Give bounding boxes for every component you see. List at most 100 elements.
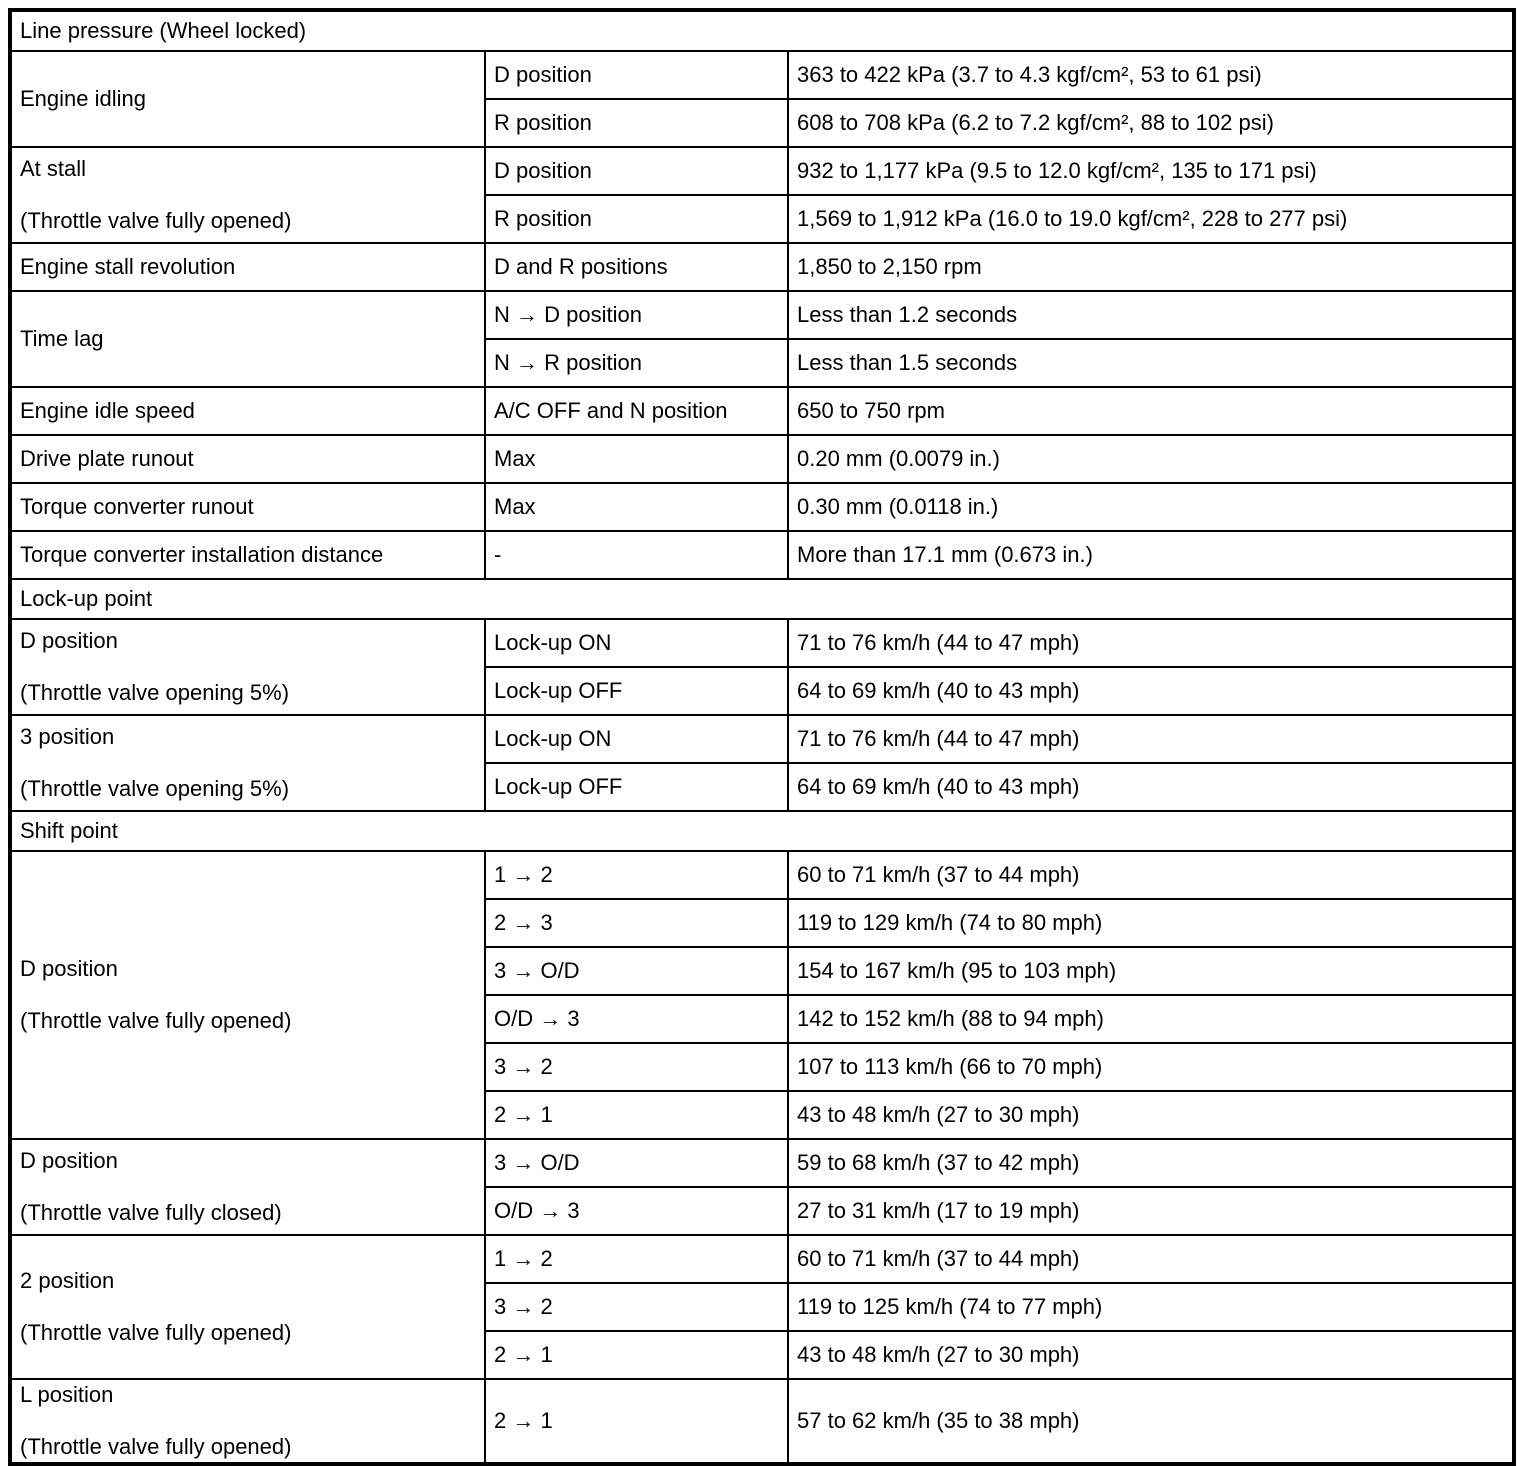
- item-label: L position: [20, 1382, 114, 1407]
- value-cell: 27 to 31 km/h (17 to 19 mph): [787, 1186, 1515, 1236]
- item-label: Engine idling: [20, 86, 146, 111]
- condition-cell: 3 → 2: [484, 1042, 789, 1092]
- condition-cell: 3 → 2: [484, 1282, 789, 1332]
- value-cell: 650 to 750 rpm: [787, 386, 1515, 436]
- section-title: Lock-up point: [9, 578, 1515, 620]
- spec-table-body: Line pressure (Wheel locked) Engine idlin…: [9, 9, 1515, 1465]
- item-cell: Torque converter installation distance: [9, 530, 486, 580]
- condition-cell: Lock-up OFF: [484, 762, 789, 812]
- value-cell: 119 to 125 km/h (74 to 77 mph): [787, 1282, 1515, 1332]
- item-cell: D position (Throttle valve fully closed): [9, 1138, 486, 1236]
- condition-cell: Lock-up ON: [484, 618, 789, 668]
- item-cell: Drive plate runout: [9, 434, 486, 484]
- spec-row: R position 608 to 708 kPa (6.2 to 7.2 kgf…: [10, 98, 1515, 148]
- section-title: Shift point: [9, 810, 1515, 852]
- spec-row: Engine idling D position 363 to 422 kPa (3…: [9, 50, 1515, 148]
- item-label: Torque converter installation distance: [20, 542, 384, 567]
- item-label: 2 position: [20, 1268, 115, 1293]
- spec-row: Engine idle speed A/C OFF and N position 6…: [9, 386, 1515, 436]
- item-label: Time lag: [20, 326, 104, 351]
- condition-cell: N → R position: [484, 338, 789, 388]
- spec-row: 3 → 2 107 to 113 km/h (66 to 70 mph): [10, 1042, 1515, 1092]
- item-label: Torque converter runout: [20, 494, 254, 519]
- spec-row: Lock-up OFF 64 to 69 km/h (40 to 43 mph): [10, 762, 1515, 812]
- item-label: D position: [20, 1148, 118, 1173]
- condition-cell: Max: [484, 434, 789, 484]
- item-cell: L position (Throttle valve fully opened): [9, 1378, 486, 1465]
- spec-row: Engine stall revolution D and R positions…: [9, 242, 1515, 292]
- value-cell: 1,569 to 1,912 kPa (16.0 to 19.0 kgf/cm²…: [787, 194, 1515, 244]
- item-label: At stall: [20, 156, 87, 181]
- transmission-spec-table: Line pressure (Wheel locked) Engine idlin…: [8, 8, 1516, 1466]
- spec-row: 2 → 1 43 to 48 km/h (27 to 30 mph): [10, 1330, 1515, 1380]
- condition-cell: 3 → O/D: [484, 1138, 789, 1188]
- condition-cell: D position: [484, 146, 789, 196]
- item-cell: Time lag: [9, 290, 486, 388]
- spec-row: At stall (Throttle valve fully opened) D p…: [9, 146, 1515, 244]
- item-note: (Throttle valve fully opened): [20, 1008, 292, 1033]
- condition-cell: O/D → 3: [484, 1186, 789, 1236]
- condition-cell: Lock-up OFF: [484, 666, 789, 716]
- value-cell: 0.30 mm (0.0118 in.): [787, 482, 1515, 532]
- item-label: D position: [20, 956, 118, 981]
- section-row: Line pressure (Wheel locked): [9, 9, 1515, 52]
- value-cell: 0.20 mm (0.0079 in.): [787, 434, 1515, 484]
- item-cell: 3 position (Throttle valve opening 5%): [9, 714, 486, 812]
- value-cell: 107 to 113 km/h (66 to 70 mph): [787, 1042, 1515, 1092]
- value-cell: 608 to 708 kPa (6.2 to 7.2 kgf/cm², 88 t…: [787, 98, 1515, 148]
- condition-cell: 1 → 2: [484, 1234, 789, 1284]
- item-note: (Throttle valve fully opened): [20, 1320, 292, 1345]
- value-cell: 60 to 71 km/h (37 to 44 mph): [787, 850, 1515, 900]
- condition-cell: 2 → 1: [484, 1330, 789, 1380]
- value-cell: 1,850 to 2,150 rpm: [787, 242, 1515, 292]
- condition-cell: Max: [484, 482, 789, 532]
- item-cell: D position (Throttle valve opening 5%): [9, 618, 486, 716]
- condition-cell: A/C OFF and N position: [484, 386, 789, 436]
- spec-row: O/D → 3 142 to 152 km/h (88 to 94 mph): [10, 994, 1515, 1044]
- value-cell: 932 to 1,177 kPa (9.5 to 12.0 kgf/cm², 1…: [787, 146, 1515, 196]
- value-cell: Less than 1.2 seconds: [787, 290, 1515, 340]
- spec-row: 3 → O/D 154 to 167 km/h (95 to 103 mph): [10, 946, 1515, 996]
- item-cell: Engine idle speed: [9, 386, 486, 436]
- value-cell: 154 to 167 km/h (95 to 103 mph): [787, 946, 1515, 996]
- condition-cell: 3 → O/D: [484, 946, 789, 996]
- condition-cell: 2 → 1: [484, 1090, 789, 1140]
- spec-row: R position 1,569 to 1,912 kPa (16.0 to 19…: [10, 194, 1515, 244]
- spec-row: 2 position (Throttle valve fully opened) 1…: [9, 1234, 1515, 1380]
- spec-row: Torque converter installation distance - M…: [9, 530, 1515, 580]
- spec-row: Drive plate runout Max 0.20 mm (0.0079 in.…: [9, 434, 1515, 484]
- item-note: (Throttle valve opening 5%): [20, 680, 290, 705]
- section-row: Shift point: [9, 810, 1515, 852]
- value-cell: 64 to 69 km/h (40 to 43 mph): [787, 666, 1515, 716]
- spec-row: Lock-up OFF 64 to 69 km/h (40 to 43 mph): [10, 666, 1515, 716]
- spec-row: O/D → 3 27 to 31 km/h (17 to 19 mph): [10, 1186, 1515, 1236]
- value-cell: 60 to 71 km/h (37 to 44 mph): [787, 1234, 1515, 1284]
- condition-cell: R position: [484, 194, 789, 244]
- condition-cell: R position: [484, 98, 789, 148]
- value-cell: 57 to 62 km/h (35 to 38 mph): [787, 1378, 1515, 1465]
- item-label: D position: [20, 628, 118, 653]
- condition-cell: Lock-up ON: [484, 714, 789, 764]
- item-label: 3 position: [20, 724, 115, 749]
- condition-cell: N → D position: [484, 290, 789, 340]
- item-cell: Engine idling: [9, 50, 486, 148]
- spec-row: 3 position (Throttle valve opening 5%) Loc…: [9, 714, 1515, 812]
- value-cell: 363 to 422 kPa (3.7 to 4.3 kgf/cm², 53 t…: [787, 50, 1515, 100]
- spec-row: N → R position Less than 1.5 seconds: [10, 338, 1515, 388]
- item-label: Drive plate runout: [20, 446, 194, 471]
- value-cell: 119 to 129 km/h (74 to 80 mph): [787, 898, 1515, 948]
- item-note: (Throttle valve fully opened): [20, 1434, 292, 1459]
- spec-row: 2 → 1 43 to 48 km/h (27 to 30 mph): [10, 1090, 1515, 1140]
- condition-cell: O/D → 3: [484, 994, 789, 1044]
- value-cell: 142 to 152 km/h (88 to 94 mph): [787, 994, 1515, 1044]
- manual-page: Line pressure (Wheel locked) Engine idlin…: [8, 8, 1516, 1466]
- spec-row: L position (Throttle valve fully opened) 2…: [9, 1378, 1515, 1465]
- item-cell: 2 position (Throttle valve fully opened): [9, 1234, 486, 1380]
- item-cell: D position (Throttle valve fully opened): [9, 850, 486, 1140]
- item-label: Engine stall revolution: [20, 254, 236, 279]
- section-row: Lock-up point: [9, 578, 1515, 620]
- spec-row: D position (Throttle valve fully opened) 1…: [9, 850, 1515, 1140]
- value-cell: 64 to 69 km/h (40 to 43 mph): [787, 762, 1515, 812]
- spec-row: 3 → 2 119 to 125 km/h (74 to 77 mph): [10, 1282, 1515, 1332]
- item-note: (Throttle valve opening 5%): [20, 776, 290, 801]
